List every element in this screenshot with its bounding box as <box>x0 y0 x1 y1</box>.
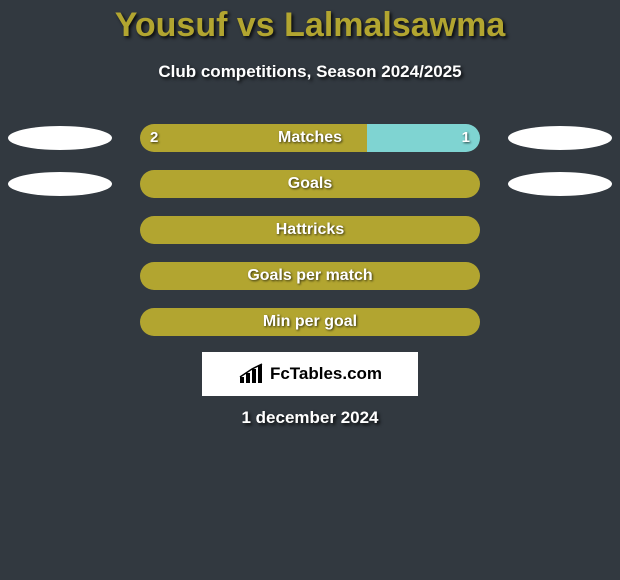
brand-badge: FcTables.com <box>202 352 418 396</box>
comparison-infographic: Yousuf vs Lalmalsawma Club competitions,… <box>0 0 620 580</box>
stat-bar: Goals <box>140 170 480 198</box>
stat-bar-left <box>140 170 480 198</box>
stat-value-left: 2 <box>140 124 168 152</box>
stat-row: Goals <box>0 161 620 207</box>
bar-chart-icon <box>238 363 264 385</box>
stat-bar: 21Matches <box>140 124 480 152</box>
stat-bar: Min per goal <box>140 308 480 336</box>
stat-row: Min per goal <box>0 299 620 345</box>
stat-row: Goals per match <box>0 253 620 299</box>
player-left-marker <box>8 172 112 196</box>
date-text: 1 december 2024 <box>0 408 620 428</box>
stat-bar: Hattricks <box>140 216 480 244</box>
player-right-marker <box>508 172 612 196</box>
page-title: Yousuf vs Lalmalsawma <box>0 6 620 45</box>
stat-value-right: 1 <box>452 124 480 152</box>
player-right-marker <box>508 126 612 150</box>
stat-bar-left <box>140 216 480 244</box>
player-left-marker <box>8 126 112 150</box>
stat-bar-left <box>140 262 480 290</box>
brand-text: FcTables.com <box>270 364 382 384</box>
stat-bar-left <box>140 124 367 152</box>
page-subtitle: Club competitions, Season 2024/2025 <box>0 62 620 82</box>
stat-row: 21Matches <box>0 115 620 161</box>
stat-row: Hattricks <box>0 207 620 253</box>
stat-bar: Goals per match <box>140 262 480 290</box>
stat-bar-left <box>140 308 480 336</box>
